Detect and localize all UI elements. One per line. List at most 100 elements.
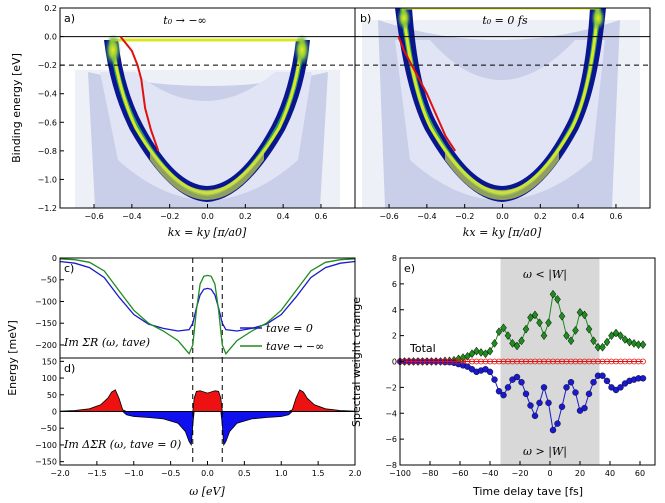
panel-b-xlabel: kx = ky [π/a0]	[463, 226, 542, 239]
panel-d: −2.0 −1.5 −1.0 −0.5 0.0 0.5 1.0 1.5 2.0 150 100 50…	[6, 320, 361, 498]
panel-e-point-diamond	[585, 324, 593, 334]
panel-b-title: t₀ = 0 fs	[482, 14, 528, 27]
panel-c-series-line-0	[59, 260, 356, 332]
panel-e-point-diamond	[473, 346, 480, 356]
panel-e-point-open	[460, 358, 466, 365]
panel-e-point-diamond	[603, 337, 611, 347]
panel-e-point-open	[428, 358, 435, 365]
panel-d-xtick-label: 2.0	[349, 469, 362, 478]
panel-e-point-diamond	[509, 338, 516, 348]
panel-a-xticks: −0.6 −0.4 −0.2 0.0 0.2 0.4 0.6	[84, 204, 327, 221]
panel-b-xticks: −0.6 −0.4 −0.2 0.0 0.2 0.4 0.6	[379, 204, 622, 221]
panel-e-point-open	[577, 358, 583, 365]
panel-e-point-open	[622, 358, 628, 365]
panel-e-xtick-label: −100	[389, 469, 411, 478]
panel-e-label: e)	[404, 262, 415, 275]
panel-e-point-diamond	[630, 338, 638, 348]
panel-a-ytick-label: −0.6	[38, 118, 57, 127]
panel-e-point-diamond	[464, 351, 471, 361]
panel-a-ytick-label: −0.2	[38, 61, 57, 70]
panel-e-point-open	[532, 358, 538, 365]
panel-e-point-open	[536, 358, 543, 365]
panel-d-xticks: −2.0 −1.5 −1.0 −0.5 0.0 0.5 1.0 1.5 2.0	[50, 461, 361, 478]
panel-a-label: a)	[64, 12, 75, 25]
panel-e-point-diamond	[522, 324, 530, 334]
panel-a-yticks: −1.2 −1.0 −0.8 −0.6 −0.4 −0.2 0.0 0.2	[38, 4, 64, 213]
panel-a-xtick-label: −0.2	[160, 212, 179, 221]
panel-e-ylabel: Spectral weight change	[350, 297, 363, 427]
panel-e-point-diamond	[468, 349, 476, 359]
panel-e-point-open	[410, 358, 417, 365]
panel-e-point-open	[455, 358, 462, 365]
panel-d-ytick-label: −50	[40, 424, 57, 433]
panel-d-xtick-label: 1.0	[275, 469, 288, 478]
panel-e-xtick-label: −60	[452, 469, 469, 478]
panel-e-ytick-label: −8	[385, 461, 397, 470]
panel-d-xtick-label: 0.0	[201, 469, 214, 478]
panel-e-point-diamond	[563, 331, 570, 341]
panel-e-xtick-label: −40	[482, 469, 499, 478]
panel-b-xtick-label: −0.6	[379, 212, 398, 221]
panel-e-point-diamond	[549, 289, 557, 299]
panel-d-xtick-label: −1.5	[87, 469, 106, 478]
panel-e-point-diamond	[540, 331, 548, 341]
panel-e-point-open	[608, 358, 615, 365]
panel-b-xtick-label: 0.6	[610, 212, 623, 221]
panel-e-point-open	[559, 358, 565, 365]
panel-e-lower-label: ω > |W|	[523, 445, 567, 459]
panel-c-series	[59, 258, 356, 355]
panel-e-point-open	[563, 358, 570, 365]
panel-d-xlabel: ω [eV]	[189, 485, 225, 498]
panel-e-xtick-label: 60	[635, 469, 645, 478]
panel-e-point-open	[590, 358, 597, 365]
panel-d-positive-fill	[60, 389, 355, 412]
panel-c-bg	[60, 258, 355, 358]
panel-d-xtick-label: −2.0	[50, 469, 69, 478]
panel-d-yticks: 150 100 50 0 −50 −100 −150	[35, 357, 64, 467]
panel-e-point-circle	[599, 372, 606, 379]
panel-e-point-diamond	[531, 310, 539, 320]
panel-c: 0 −50 −100 −150 −200 c) Im ΣR (ω, tave) tave…	[35, 254, 356, 359]
panel-e-point-open	[451, 358, 457, 365]
panel-b-xtick-label: 0.2	[534, 212, 547, 221]
panel-e-point-diamond	[626, 337, 633, 347]
panel-e-ytick-label: −6	[385, 435, 397, 444]
panel-e-point-circle	[585, 390, 593, 398]
panel-e-xticks: −100 −80 −60 −40 −20 0 20 40 60	[389, 461, 645, 478]
panel-a-xlabel: kx = ky [π/a0]	[168, 226, 247, 239]
panel-d-ytick-label: 100	[42, 374, 57, 383]
panel-e-point-diamond	[608, 331, 615, 341]
panel-a-red-curve	[119, 35, 160, 152]
panel-a-ytick-label: −0.8	[38, 147, 57, 156]
panel-a-xtick-label: 0.4	[277, 212, 290, 221]
panel-a-ytick-label: 0.0	[44, 33, 57, 42]
panel-e-point-diamond	[495, 327, 503, 337]
panel-d-xtick-label: 1.5	[312, 469, 325, 478]
panel-e-point-open	[419, 358, 426, 365]
panel-e-point-circle	[504, 384, 512, 391]
panel-d-ytick-label: 0	[52, 408, 57, 417]
panel-d-xtick-label: −1.0	[124, 469, 143, 478]
panel-e-point-circle	[518, 379, 525, 386]
panel-c-series-line-1	[59, 258, 356, 355]
panel-e-ytick-label: −2	[385, 383, 397, 392]
panel-a-ylabel: Binding energy [eV]	[10, 53, 23, 163]
panel-e-point-circle	[572, 389, 579, 396]
panel-e-point-open	[541, 358, 547, 365]
panel-c-ytick-label: 0	[52, 254, 57, 263]
panel-e-point-open	[406, 358, 412, 365]
panel-e-ytick-label: −4	[385, 409, 397, 418]
panel-d-ytick-label: −100	[35, 441, 57, 450]
panel-e-point-open	[464, 358, 471, 365]
panel-e-point-open	[437, 358, 444, 365]
panel-e-point-open	[554, 358, 561, 365]
panel-a-ytick-label: 0.2	[44, 4, 57, 13]
panel-e-point-open	[635, 358, 642, 365]
panel-e-point-diamond	[527, 313, 534, 322]
panel-b-heatmap	[355, 8, 650, 208]
panel-e-point-circle	[554, 420, 561, 427]
panel-c-ytick-label: −150	[35, 319, 57, 328]
panel-e-point-diamond	[500, 323, 507, 333]
